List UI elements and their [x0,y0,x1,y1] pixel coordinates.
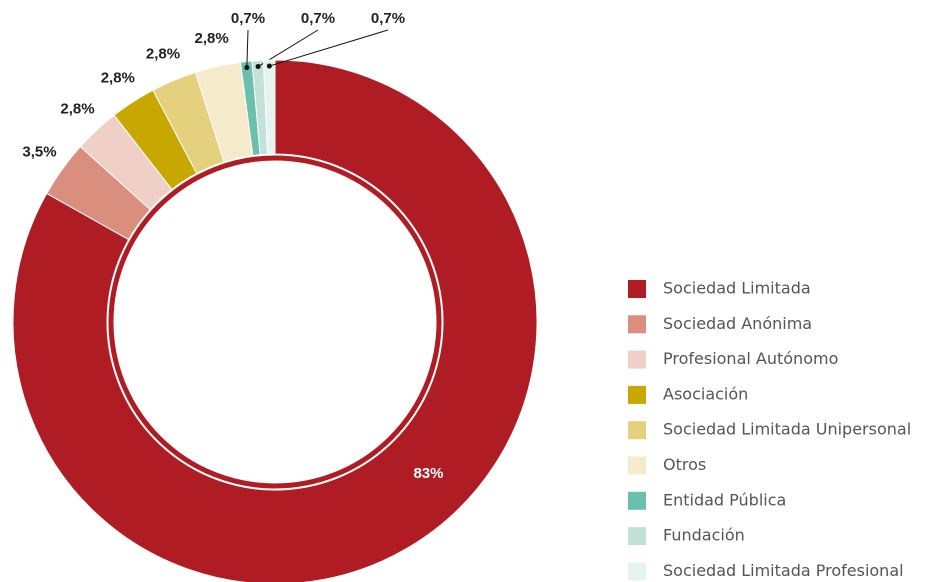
legend-label: Sociedad Limitada [663,279,811,298]
slice-label: 3,5% [22,144,56,161]
legend-swatch [628,350,646,369]
legend-label: Asociación [663,384,748,403]
slice-label: 0,7% [371,10,405,27]
slice-label: 2,8% [195,30,229,47]
legend-swatch [628,385,646,404]
legend-swatch [628,315,646,334]
leader-line [246,29,249,68]
legend-label: Otros [663,455,706,474]
slice-label: 83% [413,465,443,482]
slice-label: 0,7% [231,10,265,27]
legend-label: Profesional Autónomo [663,349,838,368]
legend-label: Fundación [663,526,745,545]
legend-label: Sociedad Anónima [663,314,812,333]
legend-swatch [628,280,646,298]
slice-label: 2,8% [146,45,180,62]
slice-label: 2,8% [101,69,135,86]
legend-swatch [628,421,646,440]
legend-swatch [628,491,646,510]
legend-label: Sociedad Limitada Unipersonal [663,420,911,439]
slice-label: 2,8% [60,101,94,118]
donut-slice [12,59,538,582]
legend-swatch [628,562,646,581]
legend-swatch [628,456,646,475]
donut-slice [262,59,276,155]
legend-label: Sociedad Limitada Profesional [663,561,904,580]
slice-label: 0,7% [301,10,335,27]
inner-circle [108,155,442,489]
legend-label: Entidad Pública [663,490,786,509]
leader-line [269,29,389,67]
legend-swatch [628,527,646,546]
